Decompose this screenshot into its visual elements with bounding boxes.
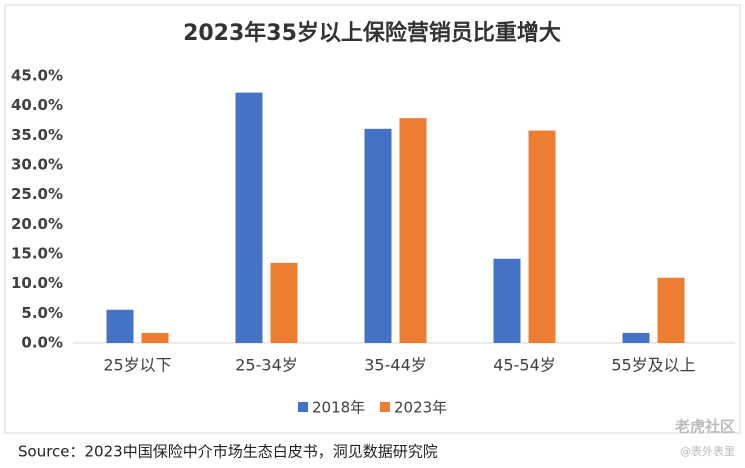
legend-label: 2018年 — [312, 399, 365, 417]
chart-title: 2023年35岁以上保险营销员比重增大 — [183, 20, 561, 46]
y-tick-label: 0.0% — [21, 334, 63, 352]
bar — [235, 92, 263, 343]
legend-swatch — [380, 402, 390, 412]
bar — [493, 258, 521, 343]
watermark: @表外表里 — [680, 444, 735, 458]
x-tick-label: 25-34岁 — [235, 356, 298, 375]
y-tick-label: 5.0% — [21, 304, 63, 322]
bar — [528, 130, 556, 343]
y-tick-label: 25.0% — [11, 185, 63, 203]
x-tick-label: 25岁以下 — [103, 356, 171, 375]
x-tick-label: 35-44岁 — [364, 356, 427, 375]
bar — [657, 277, 685, 343]
source: Source：2023中国保险中介市场生态白皮书，洞见数据研究院 — [18, 443, 438, 461]
bar — [622, 332, 650, 343]
x-tick-label: 55岁及以上 — [611, 356, 695, 375]
legend-label: 2023年 — [394, 399, 447, 417]
y-tick-label: 35.0% — [11, 126, 63, 144]
y-tick-label: 45.0% — [11, 67, 63, 85]
y-tick-label: 20.0% — [11, 215, 63, 233]
bar — [141, 332, 169, 343]
y-tick-label: 15.0% — [11, 245, 63, 263]
y-tick-label: 10.0% — [11, 274, 63, 292]
bar — [106, 309, 134, 343]
bar — [364, 128, 392, 343]
x-tick-label: 45-54岁 — [493, 356, 556, 375]
watermark: 老虎社区 — [674, 418, 735, 436]
bar — [399, 118, 427, 343]
bar — [270, 262, 298, 343]
y-tick-label: 30.0% — [11, 156, 63, 174]
legend-swatch — [298, 402, 308, 412]
y-tick-label: 40.0% — [11, 96, 63, 114]
